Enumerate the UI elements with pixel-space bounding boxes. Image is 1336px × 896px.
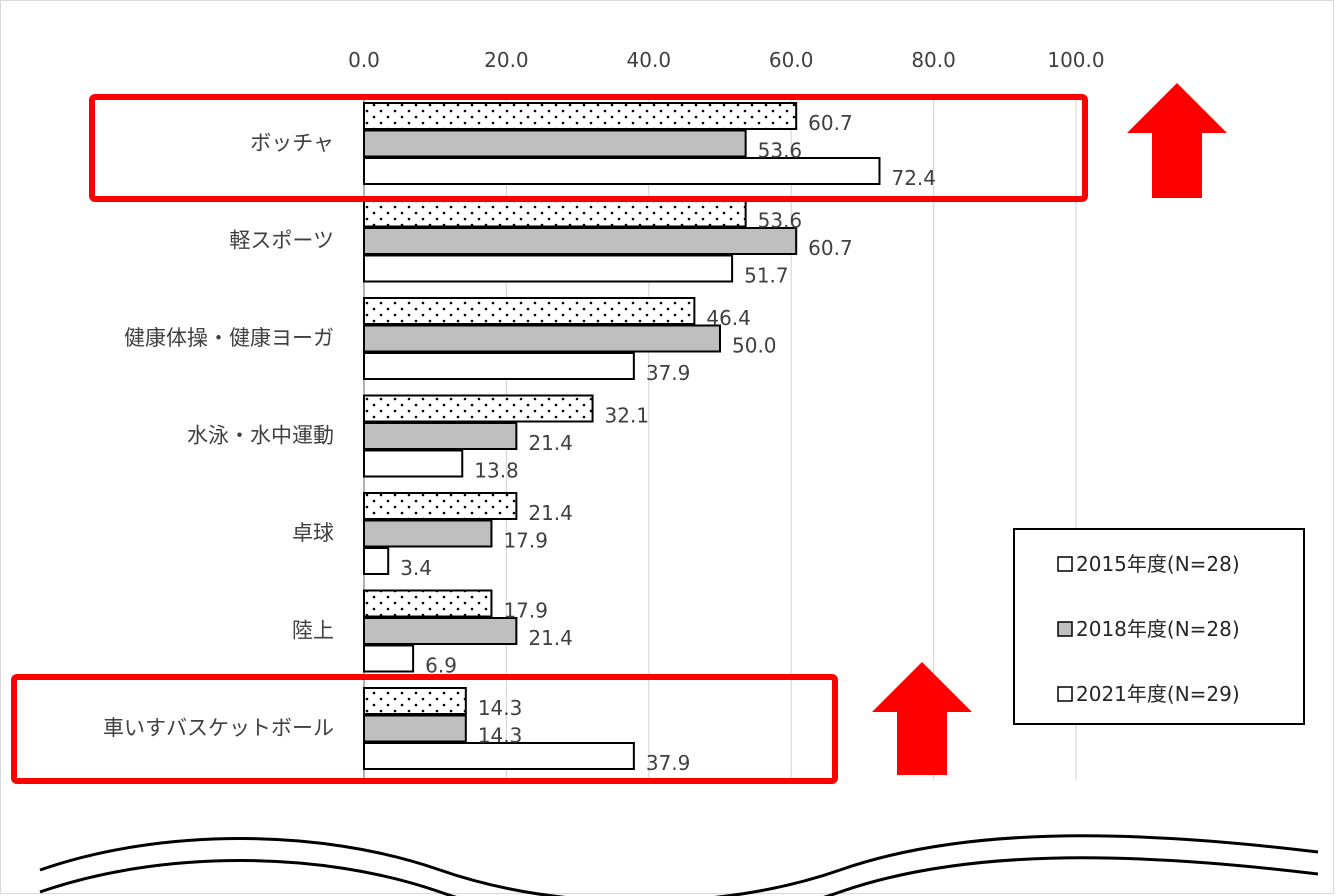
data-label: 32.1	[605, 404, 650, 428]
category-label: ボッチャ	[250, 131, 334, 155]
data-label: 13.8	[474, 459, 519, 483]
bar	[363, 742, 635, 770]
x-tick-label: 80.0	[911, 48, 956, 72]
data-label: 6.9	[425, 654, 457, 678]
legend-label: 2021年度(N=29)	[1076, 682, 1240, 706]
bar	[363, 492, 518, 520]
up-arrow-icon	[1127, 83, 1227, 198]
legend-swatch	[1057, 556, 1073, 572]
bar	[363, 687, 467, 715]
wave-line	[39, 834, 1319, 896]
x-axis-ticks: 0.0 20.0 40.0 60.0 80.0 100.0	[348, 48, 1105, 72]
category-label: 水泳・水中運動	[187, 424, 334, 448]
bar	[363, 449, 464, 478]
bars	[363, 102, 881, 770]
category-label: 軽スポーツ	[229, 229, 334, 253]
legend: 2015年度(N=28) 2018年度(N=28) 2021年度(N=29)	[1013, 528, 1305, 725]
data-label: 21.4	[528, 626, 573, 650]
highlight-box	[11, 674, 838, 784]
wave-break-decoration	[39, 834, 1319, 896]
data-label: 17.9	[503, 529, 548, 553]
data-label: 60.7	[808, 111, 853, 135]
legend-swatch	[1057, 621, 1073, 637]
legend-swatch	[1057, 686, 1073, 702]
x-tick-label: 40.0	[627, 48, 672, 72]
x-tick-label: 20.0	[484, 48, 529, 72]
data-label: 72.4	[891, 166, 936, 190]
up-arrow-icon	[872, 662, 972, 775]
data-label: 37.9	[646, 751, 691, 775]
highlight-boxes	[11, 94, 1088, 784]
data-label: 14.3	[478, 696, 523, 720]
category-label: 車いすバスケットボール	[103, 716, 334, 740]
bar	[363, 129, 747, 158]
bar	[363, 644, 415, 673]
bar	[363, 297, 696, 325]
data-label: 50.0	[732, 334, 777, 358]
data-label: 53.6	[758, 209, 803, 233]
bar	[363, 422, 518, 450]
bar	[363, 589, 493, 618]
data-label: 14.3	[478, 724, 523, 748]
data-label: 3.4	[400, 556, 432, 580]
wave-line	[39, 856, 1319, 896]
highlight-box	[89, 94, 1088, 202]
bar	[363, 352, 635, 380]
bar	[363, 254, 734, 283]
bar	[363, 714, 467, 743]
bar	[363, 102, 798, 130]
annotation-arrows	[872, 83, 1227, 775]
data-label: 21.4	[528, 501, 573, 525]
legend-label: 2018年度(N=28)	[1076, 617, 1240, 641]
category-label: 卓球	[292, 521, 334, 545]
bar	[363, 227, 798, 255]
bar	[363, 199, 747, 228]
data-labels: 60.753.672.453.660.751.746.450.037.932.1…	[400, 111, 936, 775]
data-label: 37.9	[646, 361, 691, 385]
bar	[363, 157, 881, 185]
bar	[363, 617, 518, 645]
x-tick-label: 0.0	[348, 48, 380, 72]
category-label: 陸上	[292, 619, 334, 643]
data-label: 60.7	[808, 236, 853, 260]
category-labels: ボッチャ軽スポーツ健康体操・健康ヨーガ水泳・水中運動卓球陸上車いすバスケットボー…	[103, 131, 334, 740]
x-tick-label: 100.0	[1047, 48, 1104, 72]
data-label: 46.4	[706, 306, 751, 330]
bar	[363, 394, 594, 423]
data-label: 17.9	[503, 599, 548, 623]
x-tick-label: 60.0	[769, 48, 814, 72]
category-label: 健康体操・健康ヨーガ	[124, 326, 334, 350]
bar	[363, 519, 493, 548]
bar	[363, 547, 390, 575]
data-label: 53.6	[758, 139, 803, 163]
legend-label: 2015年度(N=28)	[1076, 552, 1240, 576]
bar	[363, 324, 721, 353]
data-label: 21.4	[528, 431, 573, 455]
data-label: 51.7	[744, 264, 789, 288]
